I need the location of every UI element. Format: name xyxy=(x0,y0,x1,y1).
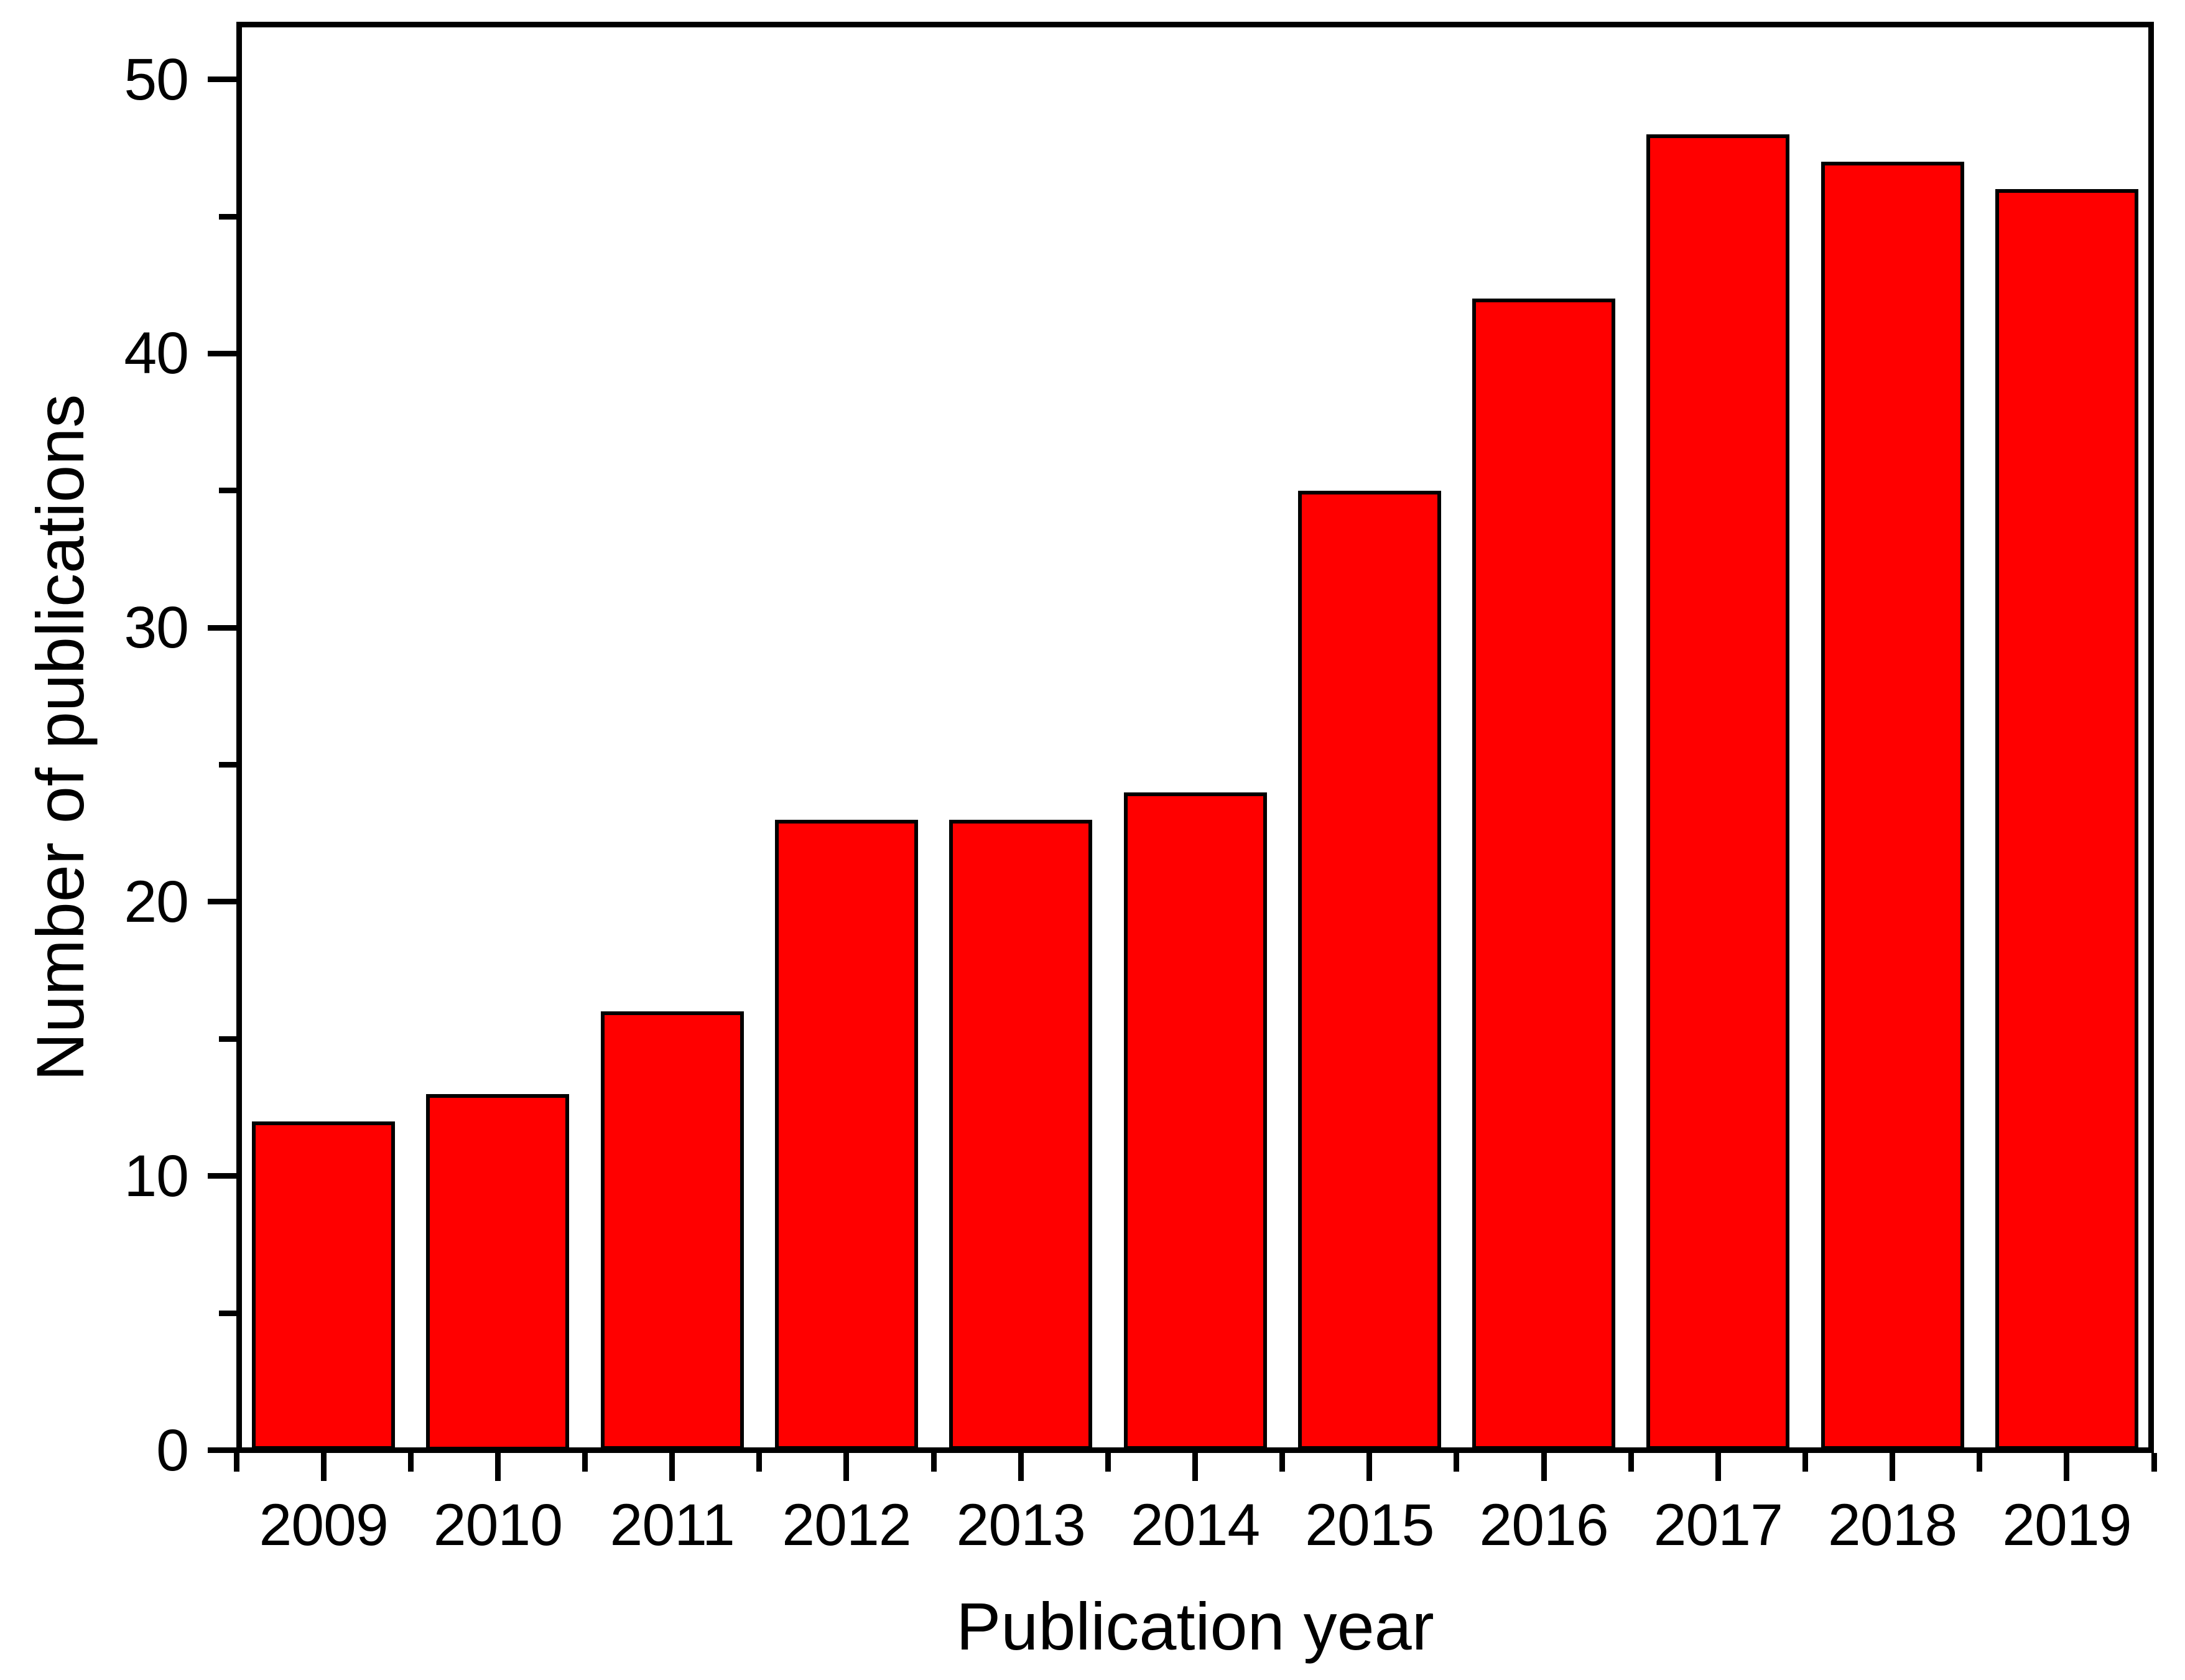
x-major-tick-2014 xyxy=(1192,1453,1198,1481)
y-axis-title: Number of publications xyxy=(22,394,98,1081)
x-tick-label-2015: 2015 xyxy=(1305,1492,1434,1558)
x-minor-tick-5 xyxy=(1105,1453,1111,1472)
x-minor-tick-10 xyxy=(1977,1453,1983,1472)
x-major-tick-2016 xyxy=(1541,1453,1547,1481)
x-minor-tick-2 xyxy=(582,1453,588,1472)
x-tick-label-2014: 2014 xyxy=(1130,1492,1260,1558)
x-minor-tick-3 xyxy=(756,1453,763,1472)
x-axis-title: Publication year xyxy=(956,1589,1434,1664)
y-minor-tick-45 xyxy=(219,213,236,220)
x-minor-tick-4 xyxy=(930,1453,937,1472)
y-minor-tick-35 xyxy=(219,488,236,494)
x-major-tick-2013 xyxy=(1018,1453,1024,1481)
x-minor-tick-8 xyxy=(1628,1453,1634,1472)
x-major-tick-2019 xyxy=(2064,1453,2070,1481)
x-minor-tick-7 xyxy=(1454,1453,1460,1472)
x-tick-label-2018: 2018 xyxy=(1827,1492,1957,1558)
x-tick-label-2009: 2009 xyxy=(259,1492,388,1558)
bar-2012 xyxy=(774,819,918,1450)
y-major-tick-10 xyxy=(208,1173,236,1179)
y-minor-tick-15 xyxy=(219,1036,236,1042)
x-minor-tick-11 xyxy=(2151,1453,2157,1472)
bar-2018 xyxy=(1821,161,1964,1450)
bar-2015 xyxy=(1297,490,1441,1450)
x-major-tick-2009 xyxy=(320,1453,327,1481)
bar-2011 xyxy=(600,1011,744,1450)
y-tick-label-30: 30 xyxy=(124,595,189,661)
y-tick-label-0: 0 xyxy=(156,1417,189,1483)
bar-2014 xyxy=(1123,792,1267,1450)
x-tick-label-2010: 2010 xyxy=(433,1492,563,1558)
y-tick-label-50: 50 xyxy=(124,46,189,113)
y-major-tick-20 xyxy=(208,899,236,905)
x-tick-label-2013: 2013 xyxy=(956,1492,1086,1558)
y-major-tick-0 xyxy=(208,1447,236,1453)
y-major-tick-50 xyxy=(208,77,236,83)
bar-2019 xyxy=(1995,188,2138,1450)
x-major-tick-2017 xyxy=(1715,1453,1721,1481)
x-tick-label-2019: 2019 xyxy=(2002,1492,2132,1558)
x-minor-tick-6 xyxy=(1279,1453,1286,1472)
bar-2009 xyxy=(252,1121,396,1450)
x-tick-label-2016: 2016 xyxy=(1479,1492,1608,1558)
y-minor-tick-5 xyxy=(219,1310,236,1316)
x-major-tick-2011 xyxy=(669,1453,675,1481)
y-minor-tick-25 xyxy=(219,762,236,768)
bar-2016 xyxy=(1472,299,1616,1450)
y-major-tick-30 xyxy=(208,624,236,631)
y-tick-label-10: 10 xyxy=(124,1143,189,1209)
y-major-tick-40 xyxy=(208,350,236,356)
x-minor-tick-0 xyxy=(233,1453,239,1472)
x-major-tick-2015 xyxy=(1366,1453,1373,1481)
bar-2017 xyxy=(1646,134,1790,1450)
x-tick-label-2017: 2017 xyxy=(1653,1492,1783,1558)
bar-2013 xyxy=(949,819,1093,1450)
bar-2010 xyxy=(426,1093,570,1450)
y-tick-label-20: 20 xyxy=(124,868,189,935)
x-minor-tick-9 xyxy=(1802,1453,1808,1472)
y-tick-label-40: 40 xyxy=(124,320,189,387)
x-tick-label-2011: 2011 xyxy=(610,1492,735,1558)
x-tick-label-2012: 2012 xyxy=(782,1492,911,1558)
x-major-tick-2010 xyxy=(494,1453,501,1481)
x-major-tick-2012 xyxy=(843,1453,850,1481)
x-minor-tick-1 xyxy=(407,1453,414,1472)
x-major-tick-2018 xyxy=(1890,1453,1896,1481)
